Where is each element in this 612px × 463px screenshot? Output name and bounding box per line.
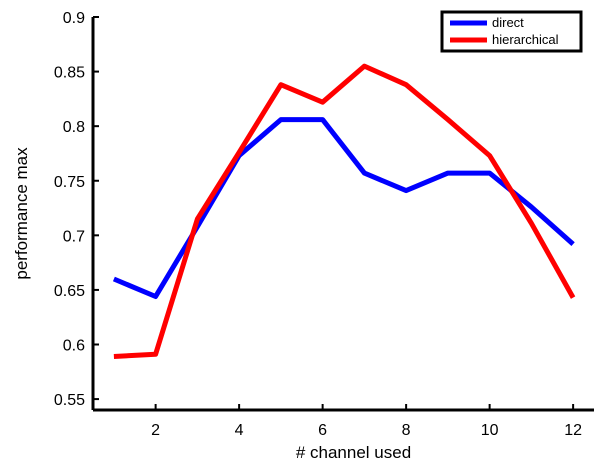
x-tick-label: 10: [481, 422, 499, 439]
y-ticks: 0.55 0.6 0.65 0.7 0.75 0.8 0.85 0.9: [54, 10, 99, 409]
x-tick-label: 12: [564, 422, 582, 439]
x-ticks: 2 4 6 8 10 12: [151, 404, 582, 439]
plot-axes: [91, 17, 594, 412]
y-tick-label: 0.6: [63, 338, 85, 355]
x-tick-label: 6: [318, 422, 327, 439]
series-line-hierarchical: [113, 63, 576, 359]
y-tick-label: 0.9: [63, 10, 85, 27]
y-tick-label: 0.55: [54, 392, 85, 409]
x-tick-label: 8: [402, 422, 411, 439]
x-axis-label: # channel used: [296, 443, 411, 462]
legend-label-hierarchical: hierarchical: [492, 32, 559, 47]
y-tick-label: 0.85: [54, 65, 85, 82]
y-tick-label: 0.7: [63, 228, 85, 245]
series-lines: [112, 63, 576, 359]
x-tick-label: 2: [151, 422, 160, 439]
y-axis-label: performance max: [12, 147, 31, 280]
legend-box: [440, 10, 583, 53]
legend: direct hierarchical: [440, 10, 583, 53]
y-tick-label: 0.65: [54, 283, 85, 300]
y-tick-label: 0.75: [54, 174, 85, 191]
x-tick-label: 4: [235, 422, 244, 439]
y-tick-label: 0.8: [63, 119, 85, 136]
legend-label-direct: direct: [492, 15, 524, 30]
